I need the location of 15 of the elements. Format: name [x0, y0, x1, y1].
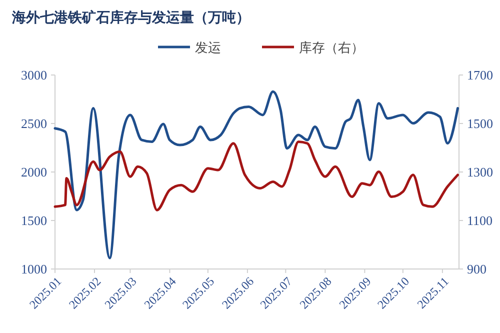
y2-tick-label: 1100: [467, 213, 493, 228]
y2-tick-label: 1500: [467, 116, 493, 132]
legend-label: 发运: [195, 41, 221, 56]
line-series: [54, 140, 459, 212]
line-series: [54, 90, 459, 260]
y-tick-label: 2500: [21, 116, 47, 132]
y-tick-label: 2000: [21, 164, 47, 180]
chart-title: 海外七港铁矿石库存与发运量（万吨）: [11, 9, 250, 26]
y2-tick-label: 1300: [467, 164, 493, 180]
y2-tick-label: 1700: [467, 68, 493, 83]
legend-label: 库存（右）: [299, 41, 364, 56]
y-tick-label: 3000: [21, 68, 47, 83]
y-tick-label: 1000: [21, 262, 47, 277]
y-tick-label: 1500: [21, 213, 47, 228]
y2-tick-label: 900: [467, 262, 486, 277]
